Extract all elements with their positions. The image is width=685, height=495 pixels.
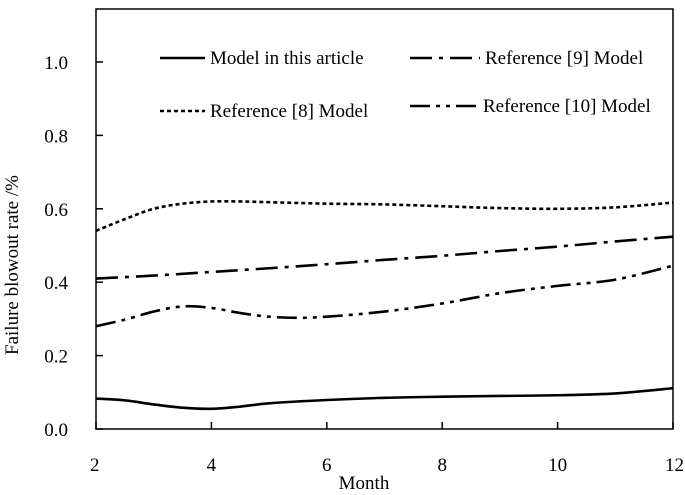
legend-label-0: Model in this article [210,48,364,69]
x-axis-label: Month [339,473,390,494]
x-tick-label: 6 [322,455,332,476]
x-axis-ticks: 2 4 6 8 10 12 [90,422,684,476]
x-tick-label: 8 [437,455,447,476]
y-tick-label: 0.0 [44,420,68,441]
x-tick-label: 10 [548,455,567,476]
x-tick-label: 2 [90,455,100,476]
series-line-1 [95,235,674,280]
series-line-2 [95,199,674,233]
y-axis-ticks: 0.0 0.2 0.4 0.6 0.8 1.0 [44,53,103,441]
series-line-0 [95,386,674,411]
y-tick-label: 0.4 [44,273,68,294]
y-tick-label: 0.2 [44,347,68,368]
plot-frame [95,8,674,430]
legend: Model in this article Reference [9] Model… [160,48,651,122]
legend-label-1: Reference [9] Model [485,48,643,69]
y-axis-label: Failure blowout rate /% [2,175,23,355]
legend-label-3: Reference [10] Model [483,96,651,117]
y-tick-label: 0.8 [44,126,68,147]
y-tick-label: 1.0 [44,53,68,74]
legend-label-2: Reference [8] Model [210,101,368,122]
x-tick-label: 12 [665,455,684,476]
x-tick-label: 4 [207,455,217,476]
y-tick-label: 0.6 [44,200,68,221]
series-lines [95,199,674,411]
